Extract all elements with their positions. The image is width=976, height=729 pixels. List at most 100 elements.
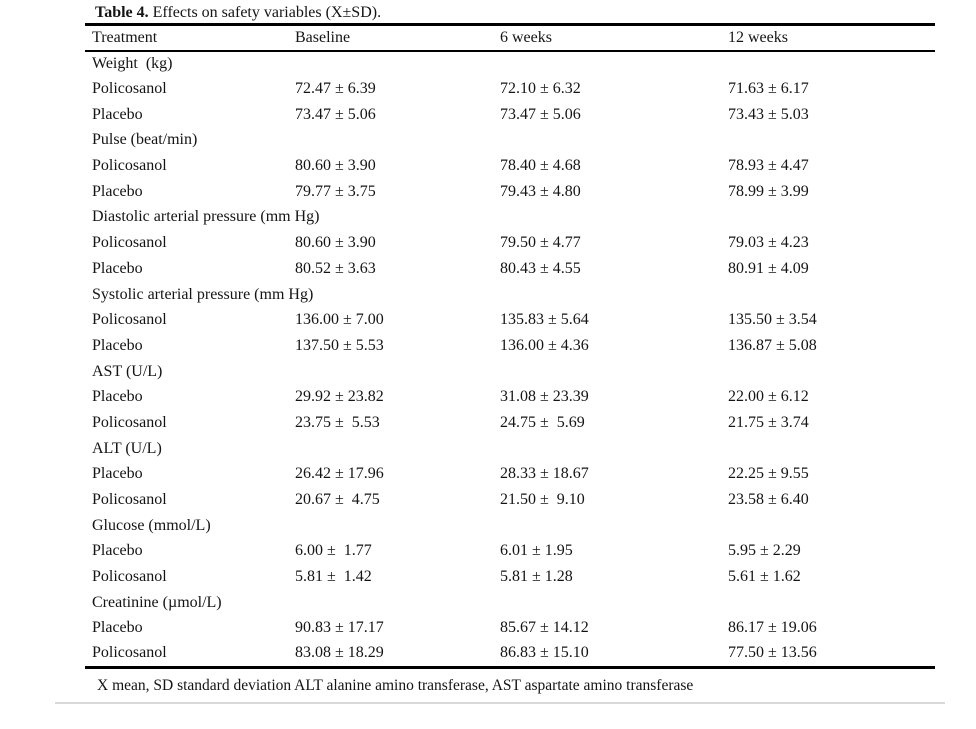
section-label: Weight (kg): [92, 54, 173, 72]
week6-cell: 5.81 ± 1.28: [500, 568, 573, 586]
data-row: Placebo 79.77 ± 3.75 79.43 ± 4.80 78.99 …: [85, 179, 935, 205]
treatment-cell: Placebo: [92, 182, 143, 200]
week12-cell: 71.63 ± 6.17: [728, 80, 809, 98]
treatment-cell: Policosanol: [92, 413, 167, 431]
section-row: Weight (kg): [85, 51, 935, 77]
section-label: ALT (U/L): [92, 439, 162, 457]
week6-cell: 135.83 ± 5.64: [500, 311, 589, 329]
week6-cell: 31.08 ± 23.39: [500, 388, 589, 406]
baseline-cell: 79.77 ± 3.75: [295, 182, 376, 200]
baseline-cell: 20.67 ± 4.75: [295, 491, 380, 509]
safety-variables-table: Treatment Baseline 6 weeks 12 weeks Weig…: [85, 23, 935, 669]
column-header-baseline: Baseline: [295, 28, 351, 46]
section-label: AST (U/L): [92, 362, 163, 380]
week6-cell: 73.47 ± 5.06: [500, 105, 581, 123]
week12-cell: 135.50 ± 3.54: [728, 311, 817, 329]
column-header-12weeks: 12 weeks: [728, 28, 788, 46]
treatment-cell: Policosanol: [92, 80, 167, 98]
treatment-cell: Placebo: [92, 542, 143, 560]
data-row: Policosanol 83.08 ± 18.29 86.83 ± 15.10 …: [85, 641, 935, 667]
data-row: Placebo 137.50 ± 5.53 136.00 ± 4.36 136.…: [85, 333, 935, 359]
baseline-cell: 29.92 ± 23.82: [295, 388, 384, 406]
week6-cell: 136.00 ± 4.36: [500, 336, 589, 354]
section-row: ALT (U/L): [85, 436, 935, 462]
week12-cell: 21.75 ± 3.74: [728, 413, 809, 431]
data-row: Placebo 80.52 ± 3.63 80.43 ± 4.55 80.91 …: [85, 256, 935, 282]
section-label: Creatinine (µmol/L): [92, 593, 222, 611]
week12-cell: 5.95 ± 2.29: [728, 542, 801, 560]
data-row: Policosanol 136.00 ± 7.00 135.83 ± 5.64 …: [85, 307, 935, 333]
treatment-cell: Policosanol: [92, 157, 167, 175]
treatment-cell: Policosanol: [92, 644, 167, 662]
baseline-cell: 6.00 ± 1.77: [295, 542, 372, 560]
week12-cell: 79.03 ± 4.23: [728, 234, 809, 252]
treatment-cell: Policosanol: [92, 491, 167, 509]
week6-cell: 6.01 ± 1.95: [500, 542, 573, 560]
section-label: Diastolic arterial pressure (mm Hg): [92, 208, 320, 226]
data-row: Policosanol 80.60 ± 3.90 78.40 ± 4.68 78…: [85, 153, 935, 179]
baseline-cell: 83.08 ± 18.29: [295, 644, 384, 662]
section-row: AST (U/L): [85, 359, 935, 385]
treatment-cell: Placebo: [92, 336, 143, 354]
section-row: Diastolic arterial pressure (mm Hg): [85, 205, 935, 231]
week6-cell: 79.50 ± 4.77: [500, 234, 581, 252]
baseline-cell: 72.47 ± 6.39: [295, 80, 376, 98]
data-row: Placebo 29.92 ± 23.82 31.08 ± 23.39 22.0…: [85, 384, 935, 410]
column-header-treatment: Treatment: [92, 28, 158, 46]
section-label: Systolic arterial pressure (mm Hg): [92, 285, 314, 303]
table-caption-number: Table 4.: [95, 4, 149, 21]
week6-cell: 78.40 ± 4.68: [500, 157, 581, 175]
week12-cell: 80.91 ± 4.09: [728, 259, 809, 277]
week12-cell: 78.99 ± 3.99: [728, 182, 809, 200]
section-row: Creatinine (µmol/L): [85, 590, 935, 616]
treatment-cell: Placebo: [92, 259, 143, 277]
baseline-cell: 90.83 ± 17.17: [295, 619, 384, 637]
week12-cell: 22.25 ± 9.55: [728, 465, 809, 483]
section-label: Glucose (mmol/L): [92, 516, 211, 534]
page-divider: [55, 702, 945, 704]
baseline-cell: 80.52 ± 3.63: [295, 259, 376, 277]
section-label: Pulse (beat/min): [92, 131, 198, 149]
week6-cell: 79.43 ± 4.80: [500, 182, 581, 200]
table-footnote: X mean, SD standard deviation ALT alanin…: [97, 677, 694, 694]
data-row: Policosanol 5.81 ± 1.42 5.81 ± 1.28 5.61…: [85, 564, 935, 590]
header-row: Treatment Baseline 6 weeks 12 weeks: [85, 25, 935, 51]
data-row: Placebo 73.47 ± 5.06 73.47 ± 5.06 73.43 …: [85, 102, 935, 128]
column-header-6weeks: 6 weeks: [500, 28, 552, 46]
data-row: Placebo 26.42 ± 17.96 28.33 ± 18.67 22.2…: [85, 462, 935, 488]
treatment-cell: Policosanol: [92, 311, 167, 329]
week12-cell: 77.50 ± 13.56: [728, 644, 817, 662]
data-row: Placebo 90.83 ± 17.17 85.67 ± 14.12 86.1…: [85, 616, 935, 642]
baseline-cell: 136.00 ± 7.00: [295, 311, 384, 329]
treatment-cell: Placebo: [92, 619, 143, 637]
week6-cell: 21.50 ± 9.10: [500, 491, 585, 509]
treatment-cell: Placebo: [92, 105, 143, 123]
week6-cell: 72.10 ± 6.32: [500, 80, 581, 98]
week6-cell: 85.67 ± 14.12: [500, 619, 589, 637]
baseline-cell: 80.60 ± 3.90: [295, 157, 376, 175]
treatment-cell: Policosanol: [92, 568, 167, 586]
treatment-cell: Placebo: [92, 388, 143, 406]
section-row: Systolic arterial pressure (mm Hg): [85, 282, 935, 308]
baseline-cell: 23.75 ± 5.53: [295, 413, 380, 431]
baseline-cell: 73.47 ± 5.06: [295, 105, 376, 123]
week12-cell: 78.93 ± 4.47: [728, 157, 809, 175]
baseline-cell: 137.50 ± 5.53: [295, 336, 384, 354]
week6-cell: 28.33 ± 18.67: [500, 465, 589, 483]
treatment-cell: Policosanol: [92, 234, 167, 252]
week6-cell: 80.43 ± 4.55: [500, 259, 581, 277]
week12-cell: 23.58 ± 6.40: [728, 491, 809, 509]
week6-cell: 24.75 ± 5.69: [500, 413, 585, 431]
data-row: Policosanol 72.47 ± 6.39 72.10 ± 6.32 71…: [85, 76, 935, 102]
week12-cell: 22.00 ± 6.12: [728, 388, 809, 406]
baseline-cell: 5.81 ± 1.42: [295, 568, 372, 586]
table-caption-text: Effects on safety variables (X±SD).: [148, 4, 382, 21]
treatment-cell: Placebo: [92, 465, 143, 483]
baseline-cell: 80.60 ± 3.90: [295, 234, 376, 252]
week6-cell: 86.83 ± 15.10: [500, 644, 589, 662]
week12-cell: 5.61 ± 1.62: [728, 568, 801, 586]
section-row: Glucose (mmol/L): [85, 513, 935, 539]
data-row: Policosanol 80.60 ± 3.90 79.50 ± 4.77 79…: [85, 230, 935, 256]
data-row: Placebo 6.00 ± 1.77 6.01 ± 1.95 5.95 ± 2…: [85, 539, 935, 565]
